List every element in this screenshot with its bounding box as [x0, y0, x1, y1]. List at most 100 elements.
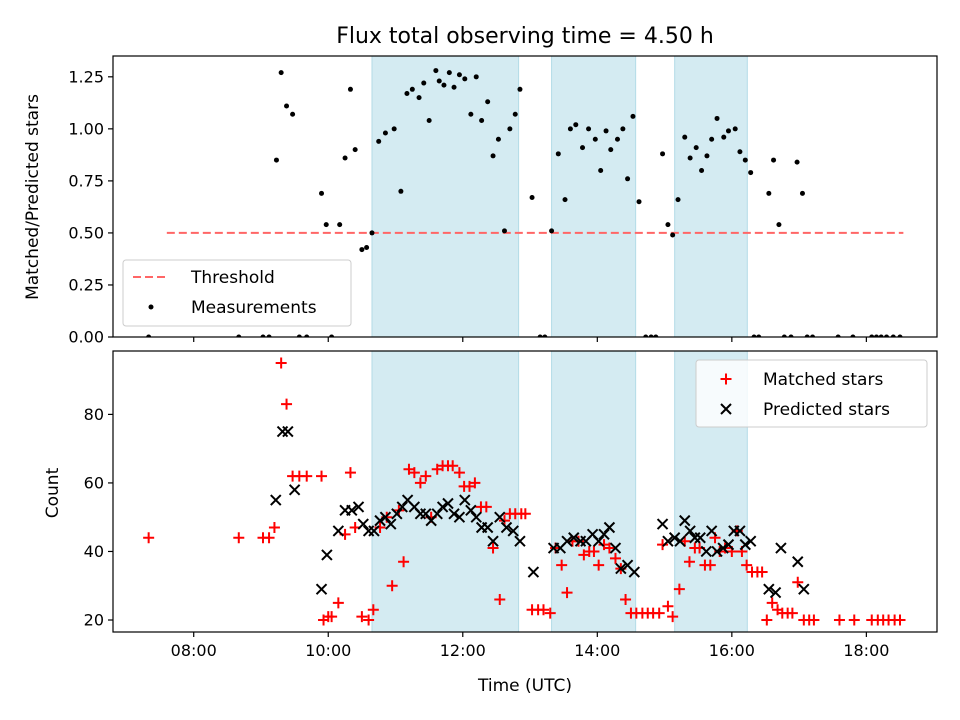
measurement-point	[636, 199, 642, 205]
predicted-star-point	[332, 525, 345, 537]
predicted-star-point	[798, 583, 810, 595]
measurement-point	[748, 170, 754, 176]
measurement-point	[670, 232, 676, 238]
legend-predicted-label: Predicted stars	[763, 400, 890, 420]
predicted-star-point	[385, 518, 397, 530]
matched-star-point	[544, 607, 556, 619]
measurement-point	[781, 334, 787, 337]
matched-star-point	[480, 501, 492, 513]
predicted-star-point	[763, 583, 775, 595]
measurement-point	[490, 153, 496, 159]
bottom-panel-counts: 08:00 10:00 12:00 14:00 16:00 18:00 20 40 60 80 Ma…	[84, 350, 938, 660]
x-tick-label: 10:00	[305, 641, 351, 660]
measurement-point	[714, 115, 720, 121]
matched-star-point	[620, 593, 632, 605]
predicted-star-point	[674, 535, 686, 547]
predicted-star-point	[711, 545, 723, 558]
matched-star-point	[603, 542, 615, 554]
measurement-point	[878, 334, 884, 337]
predicted-star-point	[744, 535, 757, 547]
predicted-star-point	[420, 508, 432, 520]
measurement-point	[737, 149, 743, 155]
predicted-star-point	[507, 525, 519, 537]
x-tick-label: 12:00	[440, 641, 486, 660]
matched-star-point	[673, 583, 685, 595]
y-tick-label: 0.25	[68, 275, 104, 294]
y-tick-label: 0.75	[68, 171, 104, 190]
measurement-point	[426, 118, 432, 124]
measurement-point	[771, 157, 777, 163]
measurement-point	[890, 334, 896, 337]
measurement-point	[794, 159, 800, 165]
measurement-point	[884, 334, 890, 337]
predicted-star-point	[592, 535, 605, 547]
predicted-star-point	[357, 518, 369, 530]
matched-star-point	[657, 539, 669, 551]
legend-box	[122, 259, 352, 327]
predicted-star-point	[465, 504, 477, 517]
measurement-point	[643, 334, 649, 337]
measurement-point	[721, 134, 727, 140]
legend-predicted-swatch	[720, 403, 732, 415]
measurement-point	[273, 157, 279, 163]
matched-star-point	[344, 467, 356, 479]
matched-star-point	[281, 398, 293, 410]
predicted-star-point	[705, 525, 718, 537]
predicted-star-point	[514, 535, 526, 547]
legend-matched-label: Matched stars	[763, 370, 883, 390]
measurement-point	[146, 334, 152, 337]
measurement-point	[603, 128, 609, 134]
matched-star-point	[414, 477, 426, 489]
measurement-point	[278, 70, 284, 76]
measurement-point	[468, 111, 474, 117]
predicted-star-point	[315, 583, 328, 595]
legend-measurements-label: Measurements	[191, 298, 317, 318]
y-tick-label: 1.25	[68, 67, 104, 86]
predicted-star-point	[561, 535, 573, 547]
measurement-point	[897, 334, 903, 337]
predicted-star-point	[436, 501, 449, 513]
y-tick-label: 0.50	[68, 223, 104, 242]
matched-star-point	[363, 614, 375, 626]
predicted-star-point	[615, 562, 627, 575]
predicted-star-point	[694, 532, 706, 544]
predicted-star-point	[775, 542, 787, 554]
matched-star-point	[766, 597, 778, 609]
measurement-point	[347, 86, 353, 92]
predicted-star-point	[568, 532, 580, 544]
predicted-star-point	[656, 518, 669, 530]
measurement-point	[359, 247, 365, 253]
matched-star-point	[316, 470, 328, 482]
measurement-point	[732, 126, 738, 132]
matched-star-point	[848, 614, 860, 626]
legend: Matched stars Predicted stars	[695, 359, 928, 428]
measurement-point	[580, 145, 586, 151]
matched-star-point	[683, 556, 695, 568]
predicted-star-point	[792, 556, 804, 568]
matched-star-point	[386, 580, 398, 592]
predicted-star-point	[374, 514, 386, 527]
predicted-star-point	[396, 501, 408, 513]
x-tick-label: 16:00	[709, 641, 755, 660]
measurement-point	[436, 78, 442, 84]
measurement-point	[537, 334, 543, 337]
measurement-point	[608, 147, 614, 153]
matched-star-point	[662, 600, 674, 612]
predicted-star-point	[379, 511, 392, 523]
plot-frame	[112, 55, 938, 338]
top-panel-flux-ratio: 0.00 0.25 0.50 0.75 1.00 1.25 Threshold Measure…	[68, 55, 938, 347]
plot-frame	[112, 350, 938, 633]
measurement-point	[804, 334, 810, 337]
matched-star-point	[487, 542, 499, 554]
measurement-point	[398, 188, 404, 194]
y-tick-label: 60	[84, 473, 104, 492]
measurement-point	[369, 230, 375, 236]
predicted-star-point	[717, 542, 729, 554]
matched-star-point	[275, 357, 287, 369]
matched-star-point	[653, 607, 665, 619]
x-tick-label: 18:00	[843, 641, 889, 660]
measurement-point	[376, 138, 382, 144]
matched-star-point	[667, 611, 679, 623]
matched-star-point	[420, 470, 432, 482]
